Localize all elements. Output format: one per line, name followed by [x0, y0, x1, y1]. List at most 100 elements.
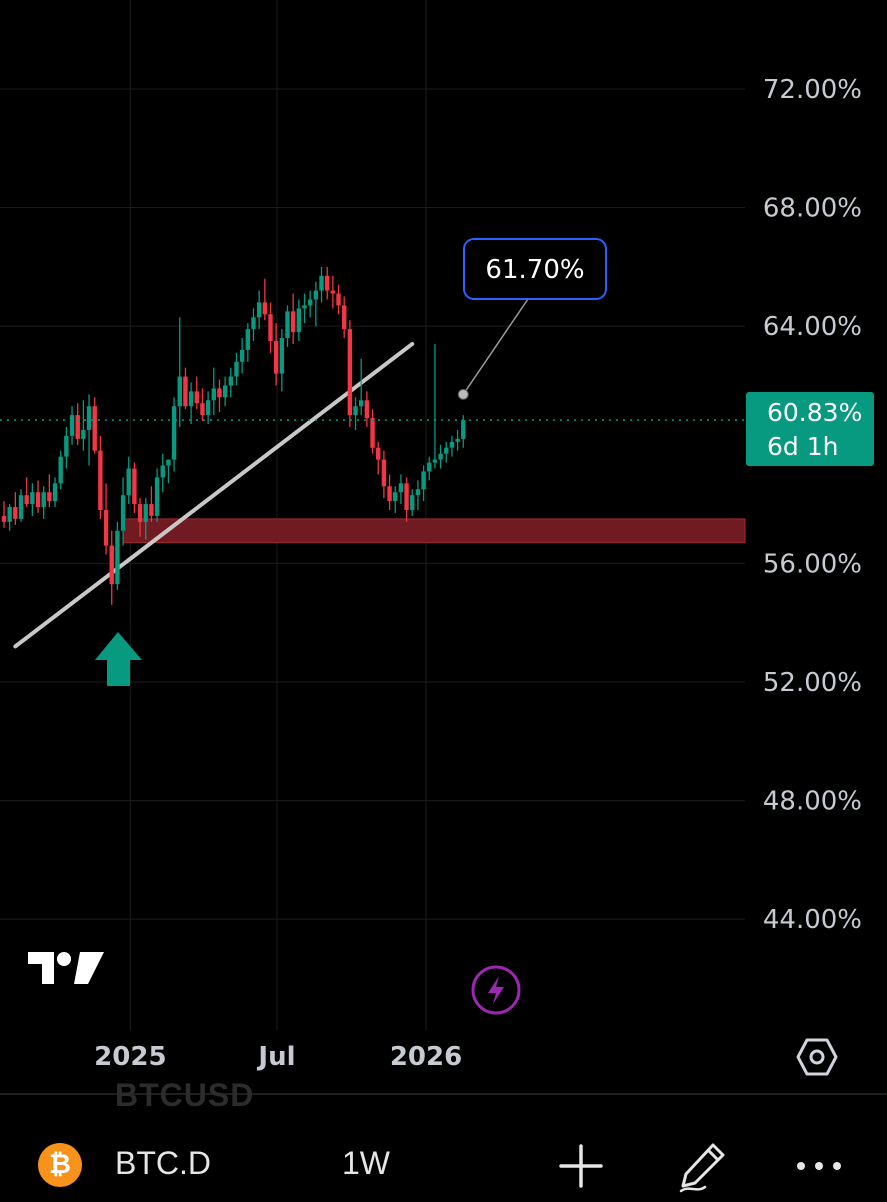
candle-body — [364, 400, 370, 419]
candle — [52, 477, 58, 508]
candle-body — [359, 400, 364, 407]
candle — [376, 441, 381, 475]
candle — [347, 320, 353, 427]
candle-body — [171, 406, 177, 460]
price-chart[interactable]: 72.00% 68.00% 64.00% 56.00% 52.00% 48.00% 44.0… — [0, 0, 887, 1090]
candle — [387, 474, 392, 510]
candle — [307, 290, 313, 318]
callout-label: 61.70% — [485, 255, 584, 285]
callout-box — [463, 238, 607, 300]
candle — [404, 477, 409, 522]
candle — [438, 444, 443, 469]
candle-body — [98, 450, 103, 510]
trendline[interactable] — [13, 341, 415, 649]
candle — [194, 376, 199, 410]
price-callout[interactable]: 61.70% — [457, 238, 607, 400]
candle — [24, 477, 29, 508]
candle — [273, 323, 279, 386]
candle — [432, 343, 438, 469]
candle — [455, 429, 460, 451]
candle — [302, 293, 307, 324]
candle-body — [302, 305, 307, 309]
support-zone[interactable] — [122, 518, 746, 544]
candle — [342, 296, 347, 339]
candle-body — [217, 388, 222, 398]
candle — [421, 465, 426, 502]
price-tick-label: 56.00% — [763, 549, 862, 579]
callout-anchor-dot[interactable] — [457, 388, 469, 400]
more-dots-icon[interactable] — [792, 1139, 846, 1193]
candle-body — [313, 290, 319, 300]
candle — [75, 403, 80, 445]
candle — [381, 450, 387, 499]
candle-body — [376, 447, 381, 460]
candle — [324, 266, 330, 300]
candle — [268, 302, 273, 353]
plus-icon[interactable] — [554, 1139, 608, 1193]
symbol-button[interactable]: BTC.D — [115, 1145, 211, 1181]
candle — [211, 367, 216, 416]
candle — [359, 358, 364, 416]
candle-body — [262, 302, 268, 315]
candle — [239, 338, 245, 374]
price-tick-label: 64.00% — [763, 312, 862, 342]
candle — [18, 489, 24, 522]
candle — [188, 382, 194, 425]
candle — [444, 441, 449, 463]
candle-body — [92, 406, 97, 451]
candle-body — [132, 468, 137, 505]
settings-hex-icon[interactable] — [796, 1036, 838, 1078]
candle — [64, 426, 69, 469]
candle — [262, 278, 268, 321]
time-tick-label: 2025 — [94, 1042, 166, 1072]
candle — [183, 367, 188, 410]
time-axis: 2025 Jul 2026 — [94, 1042, 462, 1072]
candle-body — [353, 406, 358, 416]
candle — [160, 453, 165, 493]
pencil-icon[interactable] — [675, 1139, 729, 1193]
time-tick-label: 2026 — [390, 1042, 462, 1072]
candle-body — [410, 495, 415, 510]
candle — [364, 391, 370, 427]
candle — [41, 486, 46, 519]
candle-body — [52, 483, 58, 502]
candle — [393, 486, 398, 513]
candle — [415, 480, 421, 510]
candle — [256, 290, 262, 330]
candle — [132, 462, 137, 513]
candle-body — [324, 275, 330, 291]
candle-body — [35, 492, 41, 508]
current-price-label: 60.83% 6d 1h — [746, 392, 874, 466]
candle-body — [166, 459, 171, 466]
flash-icon[interactable] — [470, 964, 522, 1016]
candle — [330, 275, 336, 309]
candle-body — [273, 340, 279, 374]
candle-body — [279, 338, 285, 374]
interval-button[interactable]: 1W — [342, 1145, 390, 1181]
bitcoin-coin-icon[interactable]: ₿ — [38, 1143, 82, 1187]
tradingview-logo-icon[interactable] — [28, 948, 104, 988]
bottom-toolbar: BTCUSD ₿ BTC.D 1W — [0, 1077, 887, 1202]
candle — [410, 489, 415, 516]
price-tick-label: 48.00% — [763, 787, 862, 817]
candle-body — [245, 329, 251, 350]
candle — [92, 397, 97, 454]
candles — [1, 266, 466, 605]
candle — [86, 394, 92, 466]
candle — [251, 308, 256, 341]
candle — [58, 450, 63, 490]
price-tick-label: 72.00% — [763, 75, 862, 105]
candle — [245, 323, 251, 362]
candle-body — [438, 453, 443, 460]
candle — [449, 435, 455, 457]
candle — [35, 480, 41, 513]
candle-body — [1, 515, 7, 522]
candle — [69, 406, 75, 445]
candle-body — [81, 429, 86, 439]
candle-body — [177, 376, 182, 407]
candle-body — [427, 462, 432, 472]
candle — [126, 456, 131, 505]
candle-body — [109, 545, 114, 585]
candle-body — [58, 456, 63, 484]
candle-body — [421, 471, 426, 490]
